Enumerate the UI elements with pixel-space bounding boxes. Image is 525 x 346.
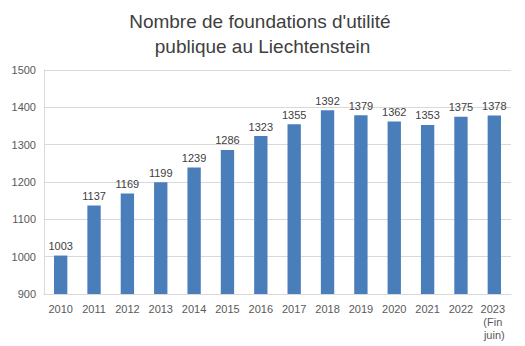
svg-text:1400: 1400 [12,101,36,113]
svg-text:1100: 1100 [12,213,36,225]
svg-text:2019: 2019 [349,303,373,315]
svg-text:2021: 2021 [415,303,439,315]
svg-text:1500: 1500 [12,64,36,76]
svg-text:1300: 1300 [12,139,36,151]
svg-text:Nombre de foundations d'utilit: Nombre de foundations d'utilité [129,11,396,32]
svg-text:1362: 1362 [382,106,406,118]
svg-text:2013: 2013 [149,303,173,315]
svg-text:1353: 1353 [415,109,439,121]
svg-text:2011: 2011 [82,303,106,315]
svg-text:1000: 1000 [12,251,36,263]
svg-text:2023: 2023 [481,303,509,315]
svg-text:1355: 1355 [282,109,306,121]
svg-text:2018: 2018 [315,303,339,315]
svg-text:1200: 1200 [12,176,36,188]
svg-text:1378: 1378 [482,100,506,112]
svg-text:1379: 1379 [349,100,373,112]
svg-text:2010: 2010 [48,303,72,315]
svg-text:1239: 1239 [182,152,206,164]
svg-text:2016: 2016 [249,303,273,315]
svg-text:2020: 2020 [382,303,406,315]
svg-text:2012: 2012 [115,303,139,315]
svg-text:1323: 1323 [249,121,273,133]
svg-text:2015: 2015 [215,303,239,315]
svg-text:1199: 1199 [149,167,173,179]
svg-text:900: 900 [18,288,36,300]
svg-text:2017: 2017 [282,303,306,315]
svg-text:(Fin: (Fin [483,316,505,328]
svg-text:2022: 2022 [449,303,473,315]
svg-text:1286: 1286 [215,134,239,146]
svg-text:juin): juin) [483,329,505,341]
svg-text:1169: 1169 [116,178,140,190]
svg-text:1375: 1375 [449,101,473,113]
svg-text:1137: 1137 [82,190,106,202]
svg-text:publique au Liechtenstein: publique au Liechtenstein [155,36,371,57]
svg-text:2014: 2014 [182,303,206,315]
svg-text:1392: 1392 [315,95,339,107]
svg-text:1003: 1003 [48,240,72,252]
